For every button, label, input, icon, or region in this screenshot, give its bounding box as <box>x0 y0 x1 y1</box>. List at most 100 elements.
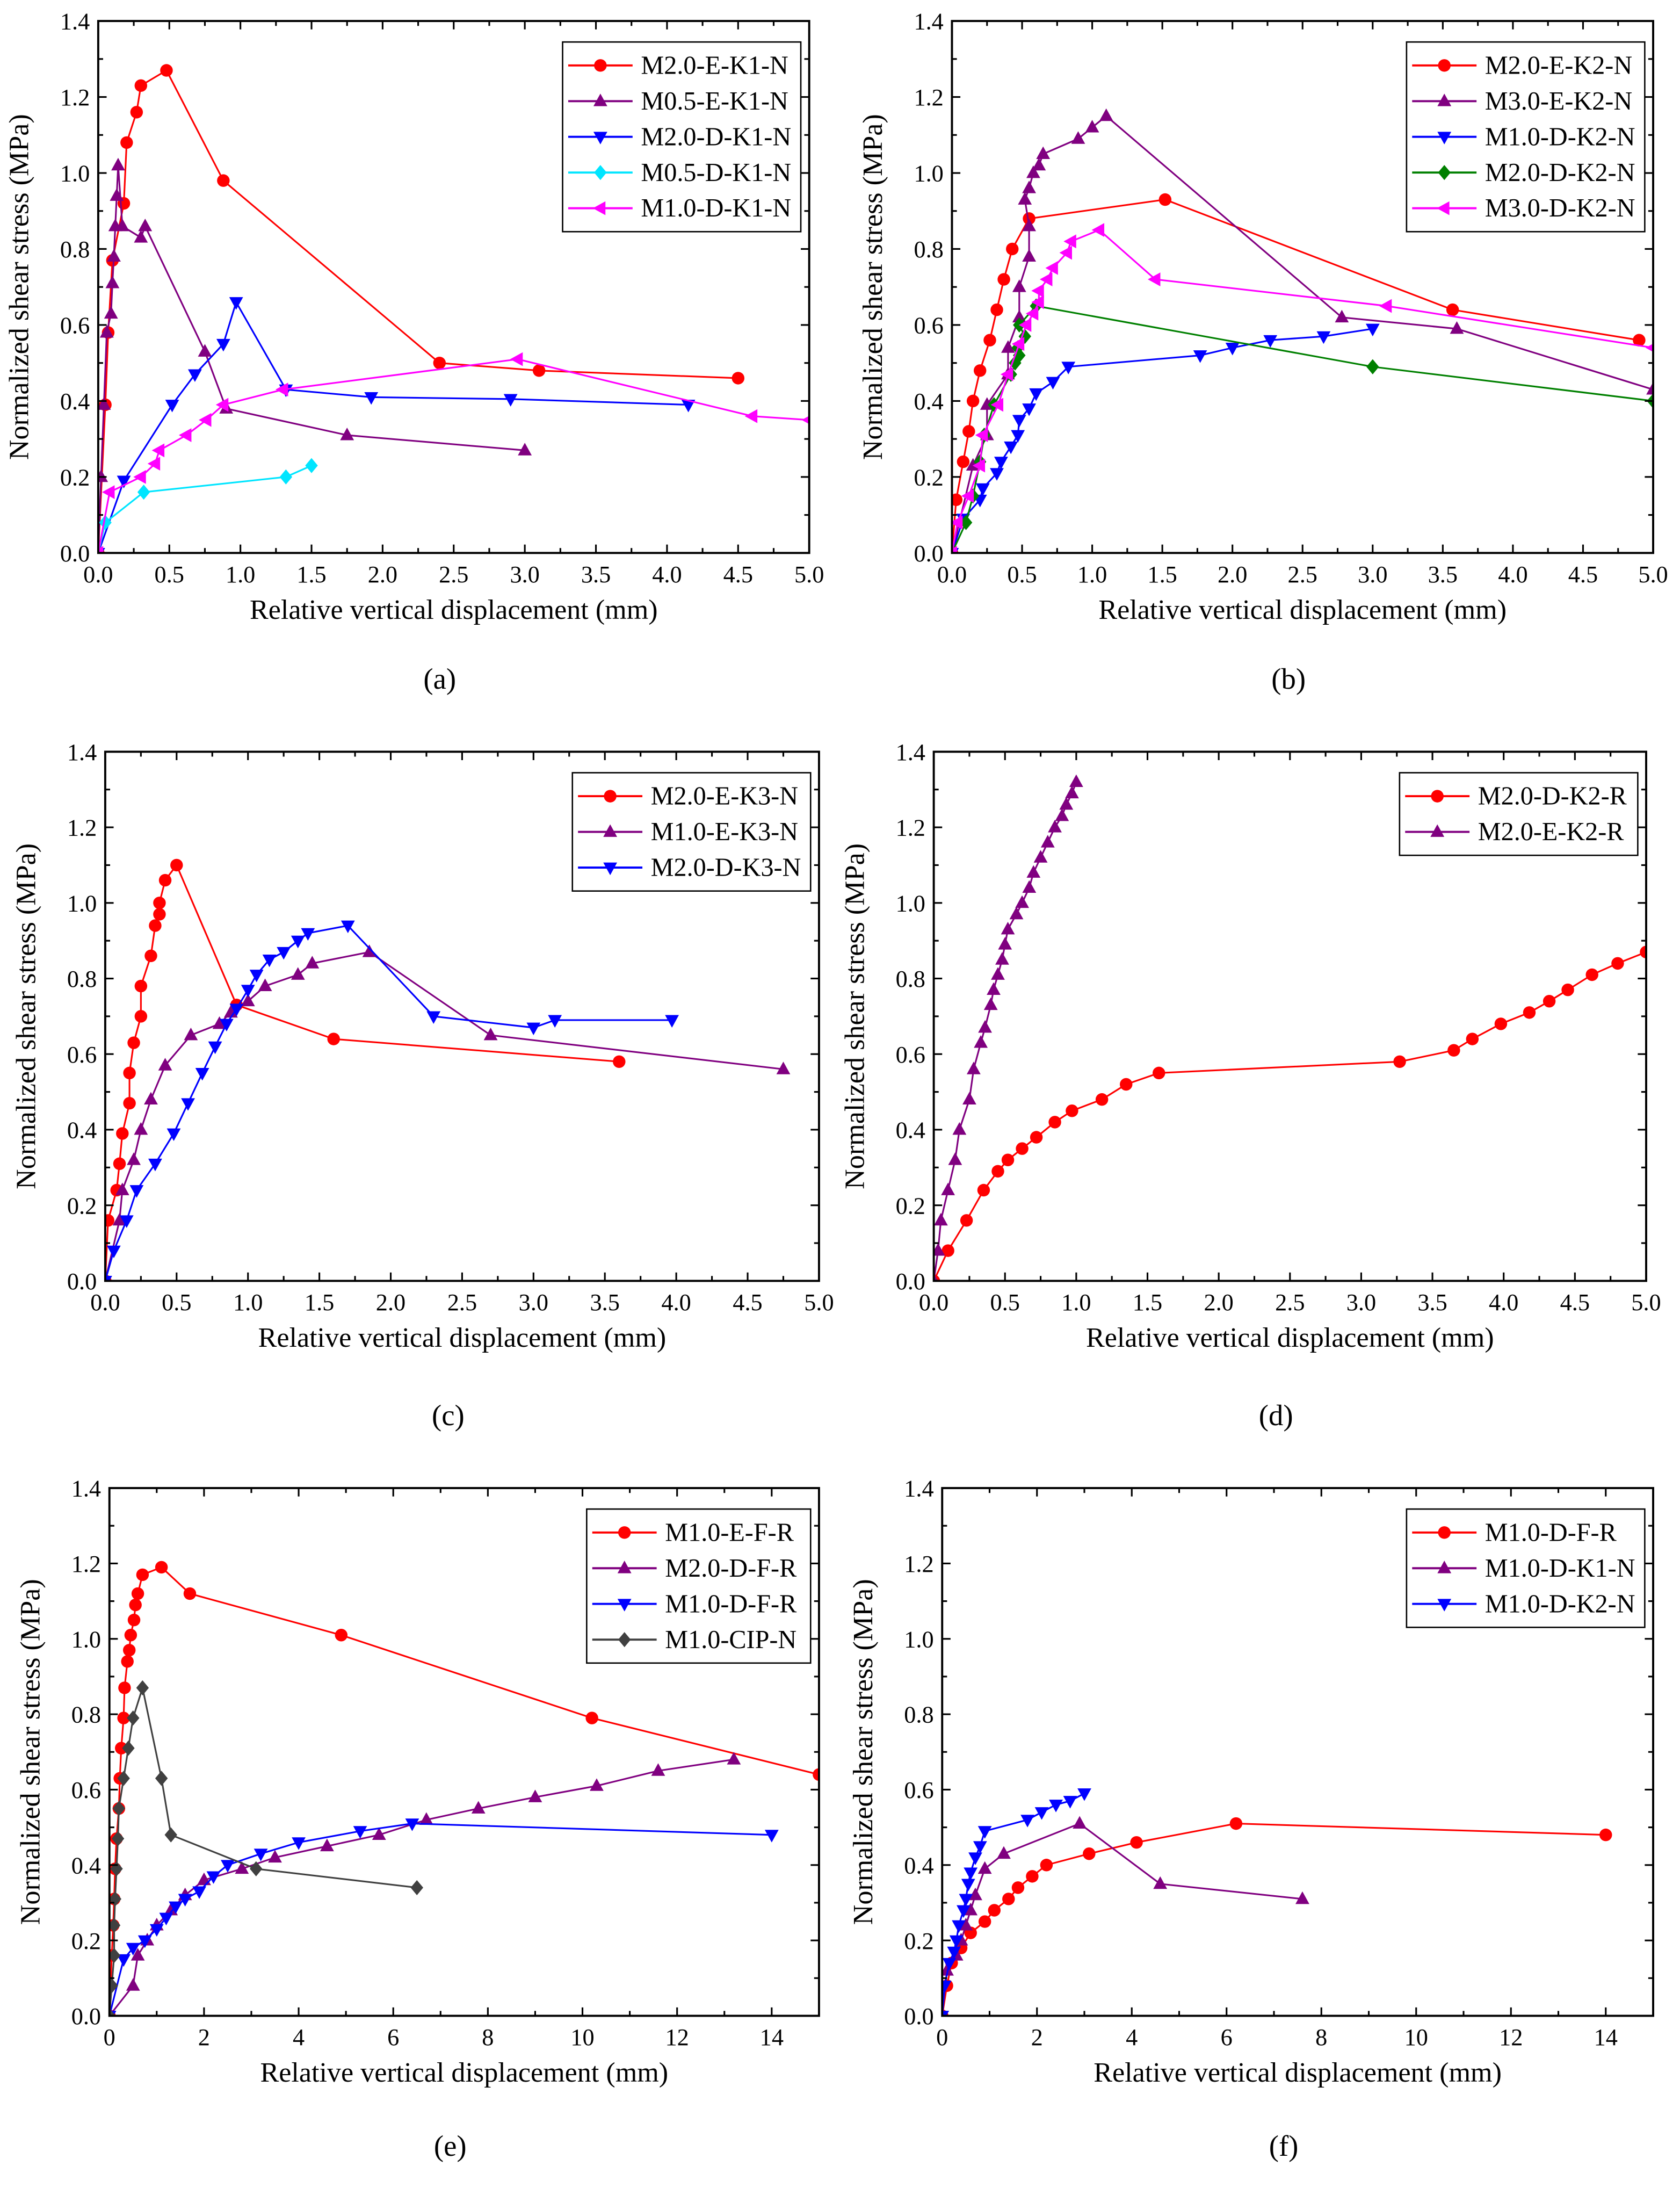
data-point <box>942 1958 957 1971</box>
data-point <box>1071 131 1085 144</box>
panel-caption: (a) <box>423 662 456 695</box>
x-tick-label: 2 <box>1031 2024 1043 2050</box>
data-point <box>219 1019 234 1032</box>
data-point <box>613 1055 626 1068</box>
y-tick-label: 0.0 <box>914 540 943 567</box>
legend-item: M3.0-E-K2-N <box>1412 87 1632 115</box>
data-point <box>651 1763 665 1776</box>
data-point <box>1599 1828 1612 1842</box>
data-point <box>960 1214 973 1227</box>
y-tick-label: 0.8 <box>71 1702 101 1728</box>
data-point <box>1065 785 1079 799</box>
data-point <box>118 1681 131 1694</box>
data-point <box>997 1846 1011 1859</box>
data-point <box>942 1980 952 1994</box>
data-point <box>241 985 255 998</box>
data-point <box>192 1886 206 1899</box>
legend-label: M2.0-E-K3-N <box>651 782 798 811</box>
legend-item: M2.0-E-K3-N <box>578 782 798 811</box>
x-tick-label: 2.5 <box>1275 1289 1305 1316</box>
x-tick-label: 8 <box>1315 2024 1327 2050</box>
series-line-M2.0-E-K3-N <box>105 863 619 1281</box>
y-tick-label: 0.4 <box>71 1852 101 1879</box>
data-point <box>164 1827 177 1843</box>
data-point <box>134 979 148 993</box>
y-tick-label: 0.8 <box>914 236 943 263</box>
y-tick-label: 1.2 <box>71 1551 101 1577</box>
data-point <box>126 1978 140 1991</box>
y-tick-label: 0.2 <box>60 464 90 490</box>
x-tick-label: 0.0 <box>90 1289 120 1316</box>
data-point <box>483 1027 498 1041</box>
data-point <box>117 1712 130 1724</box>
data-point <box>1077 1788 1091 1801</box>
data-point <box>229 297 243 310</box>
y-tick-label: 1.4 <box>60 9 90 35</box>
data-point <box>1158 193 1172 206</box>
data-point <box>364 392 379 405</box>
data-point <box>340 427 354 441</box>
x-tick-label: 2.5 <box>447 1289 477 1316</box>
y-tick-label: 1.0 <box>60 161 90 187</box>
data-point <box>957 455 970 468</box>
data-point <box>1466 1032 1479 1045</box>
data-point <box>122 1644 136 1657</box>
data-point <box>947 1946 961 1960</box>
y-tick-label: 0.0 <box>896 1268 925 1295</box>
data-point <box>961 489 974 503</box>
x-tick-label: 4.5 <box>1568 561 1598 588</box>
data-point <box>1011 430 1025 443</box>
legend-item: M1.0-D-F-R <box>1412 1518 1617 1547</box>
legend-label: M1.0-D-K2-N <box>1485 122 1635 151</box>
legend-item: M0.5-E-K1-N <box>568 87 788 115</box>
y-tick-label: 0.0 <box>60 540 90 567</box>
data-point <box>159 1912 173 1926</box>
x-tick-label: 0.5 <box>1007 561 1037 588</box>
legend-marker <box>1437 132 1452 145</box>
x-tick-label: 5.0 <box>1638 561 1668 588</box>
x-tick-label: 14 <box>1594 2024 1618 2050</box>
data-point <box>1040 1859 1053 1872</box>
plot-area <box>933 774 1646 1281</box>
x-tick-label: 5.0 <box>1631 1289 1661 1316</box>
y-tick-label: 1.0 <box>896 890 925 916</box>
x-tick-label: 4 <box>1126 2024 1138 2050</box>
data-point <box>1018 318 1032 332</box>
data-point <box>149 919 162 932</box>
data-point <box>801 416 809 424</box>
y-tick-label: 0.6 <box>71 1777 101 1803</box>
data-point <box>133 470 146 484</box>
x-tick-label: 0.0 <box>937 561 967 588</box>
legend-marker <box>593 93 607 106</box>
data-point <box>183 1587 197 1600</box>
data-point <box>1069 774 1083 788</box>
legend-item: M1.0-D-K1-N <box>1412 1554 1635 1583</box>
data-point <box>590 1778 604 1791</box>
data-point <box>131 1948 145 1961</box>
data-point <box>1006 242 1019 256</box>
data-point <box>1091 223 1105 237</box>
data-point <box>258 978 272 991</box>
series-line-M1.0-E-K3-N <box>105 951 784 1281</box>
y-tick-label: 1.4 <box>67 739 97 766</box>
y-tick-label: 1.0 <box>914 161 943 187</box>
x-tick-label: 1.5 <box>296 561 326 588</box>
data-point <box>1059 245 1072 260</box>
data-point <box>1153 1066 1165 1080</box>
data-point <box>1004 441 1018 454</box>
data-point <box>1022 403 1036 416</box>
data-point <box>1002 1893 1015 1905</box>
y-tick-label: 0.6 <box>914 313 943 339</box>
data-point <box>249 970 264 983</box>
data-point <box>1193 350 1207 363</box>
data-point <box>1061 362 1076 374</box>
legend-item: M2.0-E-K2-N <box>1412 51 1632 80</box>
data-point <box>199 413 212 427</box>
data-point <box>978 1915 991 1928</box>
y-tick-label: 0.2 <box>67 1193 97 1219</box>
data-point <box>305 458 318 473</box>
data-point <box>279 469 293 485</box>
data-point <box>968 1852 982 1865</box>
data-point <box>98 469 108 482</box>
data-point <box>964 1867 978 1880</box>
